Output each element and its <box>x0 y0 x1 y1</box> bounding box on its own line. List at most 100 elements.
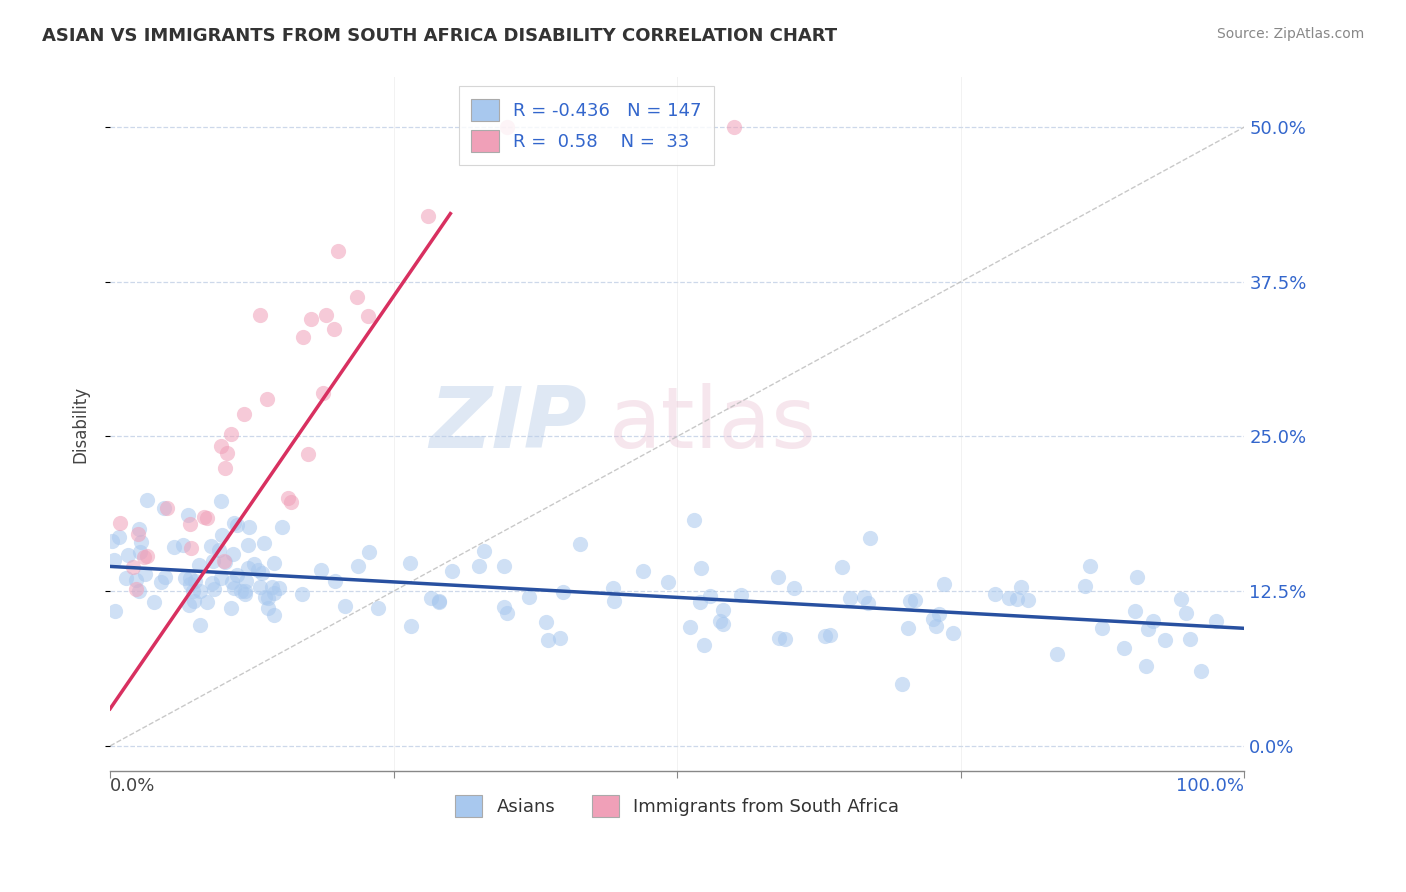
Text: ZIP: ZIP <box>429 383 586 466</box>
Point <box>633 565 655 579</box>
Point <box>128 584 150 599</box>
Point <box>212 554 235 568</box>
Point <box>367 601 389 615</box>
Point <box>492 600 515 615</box>
Point <box>399 619 422 633</box>
Point <box>603 594 626 608</box>
Point <box>195 510 218 524</box>
Point <box>1046 647 1069 661</box>
Point <box>416 209 439 223</box>
Point <box>128 522 150 536</box>
Point <box>108 530 131 544</box>
Point <box>177 599 200 613</box>
Point <box>122 559 145 574</box>
Point <box>922 612 945 626</box>
Point <box>127 526 149 541</box>
Point <box>492 559 515 574</box>
Point <box>928 607 950 621</box>
Point <box>124 574 146 588</box>
Point <box>253 536 276 550</box>
Point <box>257 591 280 605</box>
Point <box>357 309 380 323</box>
Point <box>236 561 259 575</box>
Point <box>226 518 249 533</box>
Point <box>1142 614 1164 628</box>
Point <box>347 559 370 574</box>
Point <box>131 535 153 549</box>
Point <box>315 308 337 322</box>
Point <box>256 392 278 407</box>
Text: 100.0%: 100.0% <box>1177 777 1244 795</box>
Point <box>898 594 921 608</box>
Point <box>193 510 215 524</box>
Point <box>249 309 271 323</box>
Point <box>773 632 796 646</box>
Point <box>551 585 574 599</box>
Point <box>1154 633 1177 648</box>
Point <box>1205 614 1227 628</box>
Point <box>263 556 285 570</box>
Text: atlas: atlas <box>609 383 817 466</box>
Point <box>297 447 319 461</box>
Point <box>243 558 266 572</box>
Point <box>709 614 731 628</box>
Point <box>179 571 201 585</box>
Point <box>173 571 195 585</box>
Point <box>891 676 914 690</box>
Point <box>215 446 238 460</box>
Point <box>219 601 242 615</box>
Point <box>1135 659 1157 673</box>
Point <box>226 567 249 582</box>
Point <box>155 569 177 583</box>
Point <box>233 584 256 599</box>
Point <box>269 581 291 595</box>
Point <box>925 619 948 633</box>
Point <box>209 494 232 508</box>
Point <box>291 587 314 601</box>
Point <box>103 553 125 567</box>
Point <box>214 461 236 475</box>
Point <box>346 290 368 304</box>
Point <box>209 439 232 453</box>
Point <box>188 618 211 632</box>
Point <box>129 545 152 559</box>
Point <box>814 629 837 643</box>
Point <box>1007 591 1029 606</box>
Point <box>271 520 294 534</box>
Point <box>263 608 285 623</box>
Point <box>323 574 346 589</box>
Point <box>1126 570 1149 584</box>
Point <box>187 558 209 572</box>
Point <box>177 508 200 522</box>
Point <box>257 601 280 615</box>
Point <box>904 593 927 607</box>
Legend: Asians, Immigrants from South Africa: Asians, Immigrants from South Africa <box>449 788 907 824</box>
Text: Source: ZipAtlas.com: Source: ZipAtlas.com <box>1216 27 1364 41</box>
Point <box>333 599 356 613</box>
Point <box>183 584 205 599</box>
Point <box>782 582 804 596</box>
Point <box>998 591 1021 605</box>
Point <box>730 588 752 602</box>
Point <box>723 120 745 134</box>
Point <box>427 595 450 609</box>
Point <box>1074 579 1097 593</box>
Point <box>657 575 679 590</box>
Point <box>136 549 159 564</box>
Point <box>180 541 202 555</box>
Point <box>208 542 231 557</box>
Point <box>537 633 560 648</box>
Point <box>818 628 841 642</box>
Point <box>689 561 711 575</box>
Point <box>149 575 172 590</box>
Point <box>569 537 592 551</box>
Point <box>221 574 243 589</box>
Point <box>859 532 882 546</box>
Point <box>201 554 224 568</box>
Point <box>179 577 201 591</box>
Point <box>1114 640 1136 655</box>
Point <box>1010 580 1032 594</box>
Point <box>683 513 706 527</box>
Point <box>711 603 734 617</box>
Point <box>254 591 277 605</box>
